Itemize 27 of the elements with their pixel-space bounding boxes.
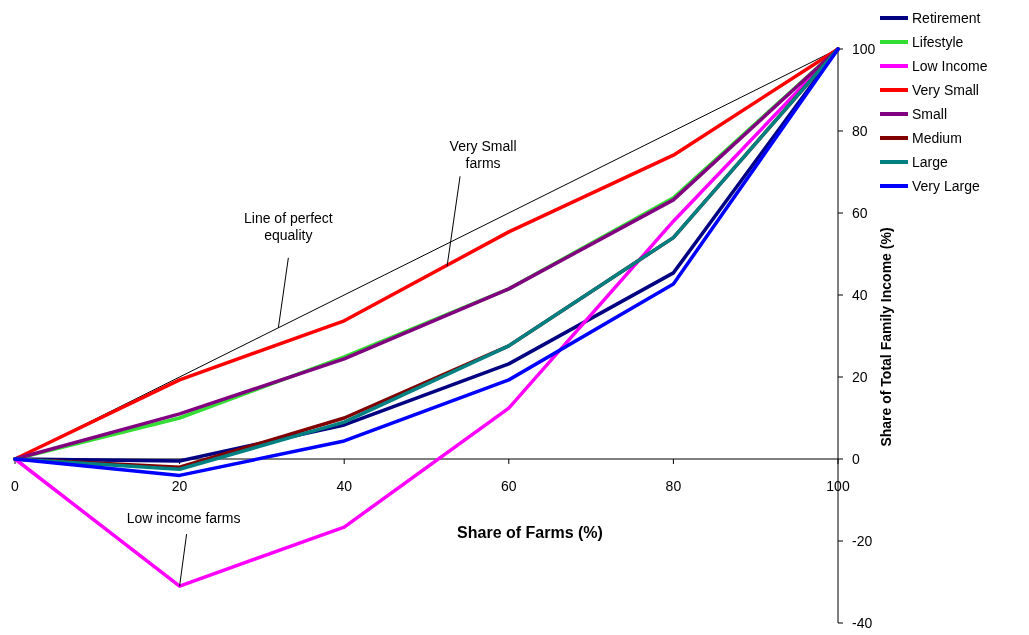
legend-label: Low Income — [912, 58, 988, 74]
x-axis-title: Share of Farms (%) — [457, 524, 603, 541]
annotation: Low income farms — [126, 510, 241, 527]
x-tick-label: 0 — [11, 478, 20, 494]
legend-label: Small — [912, 106, 948, 122]
y-tick-label: 0 — [852, 451, 860, 467]
y-tick-label: 100 — [852, 41, 876, 57]
y-axis-title: Share of Total Family Income (%) — [878, 227, 894, 447]
legend-label: Very Large — [912, 178, 980, 194]
annotation: Line of perfect equality — [243, 209, 333, 243]
legend-label: Medium — [912, 130, 962, 146]
x-tick-label: 60 — [501, 478, 517, 494]
x-tick-label: 20 — [171, 478, 188, 494]
x-tick-label: 40 — [336, 478, 353, 494]
y-tick-label: -20 — [852, 533, 873, 549]
y-tick-label: 80 — [852, 123, 868, 139]
y-tick-label: 20 — [852, 369, 868, 385]
legend-label: Large — [912, 154, 949, 170]
y-tick-label: 60 — [852, 205, 868, 221]
legend-label: Lifestyle — [912, 34, 964, 50]
x-tick-label: 80 — [665, 478, 682, 494]
legend-label: Very Small — [912, 82, 979, 98]
y-tick-label: 40 — [852, 287, 868, 303]
annotation: Very Small farms — [449, 138, 517, 172]
y-tick-label: -40 — [852, 615, 873, 631]
x-tick-label: 100 — [826, 478, 850, 494]
legend-label: Retirement — [912, 10, 981, 26]
